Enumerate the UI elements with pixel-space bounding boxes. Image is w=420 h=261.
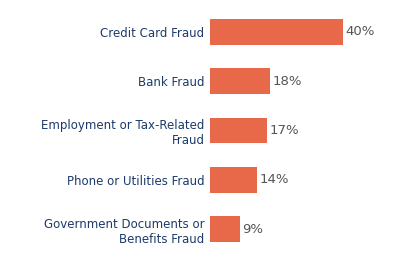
Text: 14%: 14% bbox=[259, 173, 289, 186]
Text: 9%: 9% bbox=[243, 223, 264, 236]
Bar bbox=[210, 216, 240, 242]
Bar bbox=[210, 118, 267, 143]
Text: 18%: 18% bbox=[273, 75, 302, 88]
Bar bbox=[210, 167, 257, 193]
Text: 40%: 40% bbox=[346, 25, 375, 38]
Text: 17%: 17% bbox=[269, 124, 299, 137]
Bar bbox=[210, 19, 343, 45]
Bar bbox=[210, 68, 270, 94]
